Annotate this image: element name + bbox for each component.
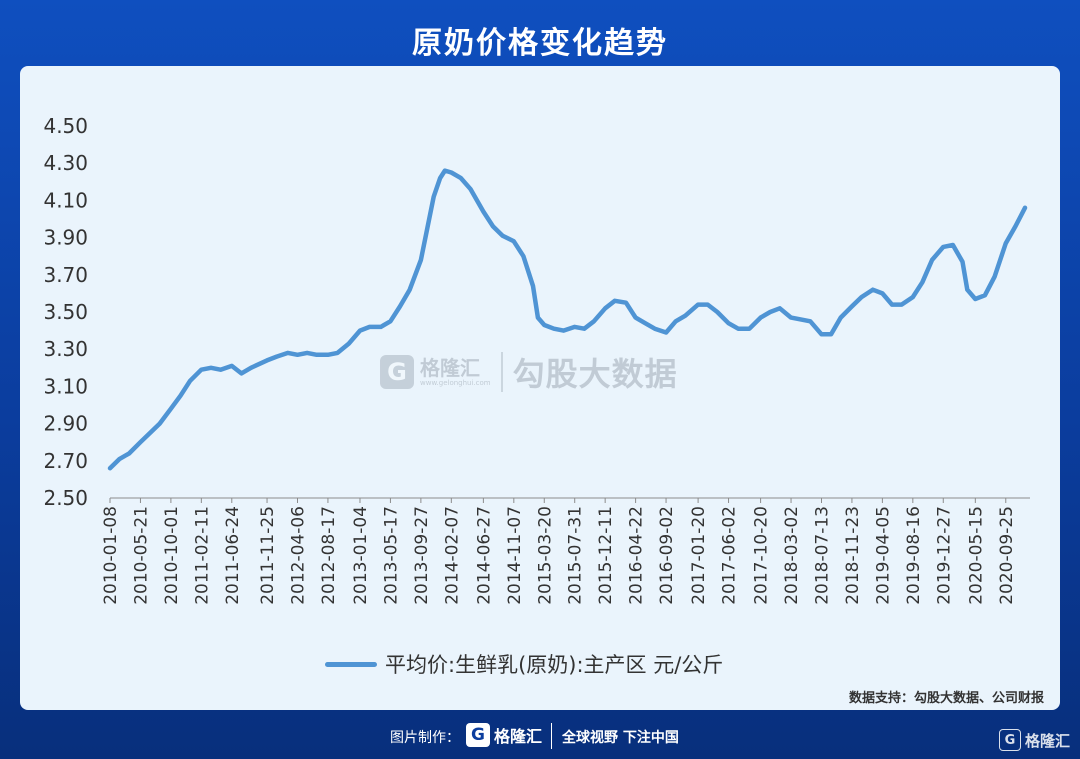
x-tick-label: 2012-08-17 xyxy=(319,506,339,605)
x-tick-label: 2018-07-13 xyxy=(812,506,832,605)
watermark-brand-name: 格隆汇 xyxy=(420,355,480,380)
y-tick-label: 2.50 xyxy=(43,486,88,510)
watermark-logo-icon: G xyxy=(380,355,414,389)
watermark-brand-url: www.gelonghui.com xyxy=(420,378,491,387)
y-tick-label: 3.30 xyxy=(43,337,88,361)
x-tick-label: 2014-11-07 xyxy=(505,506,525,605)
legend-label: 平均价:生鲜乳(原奶):主产区 元/公斤 xyxy=(385,653,724,677)
y-tick-label: 4.50 xyxy=(43,114,88,138)
x-tick-label: 2016-04-22 xyxy=(627,506,647,605)
y-tick-label: 3.90 xyxy=(43,226,88,250)
x-tick-label: 2012-04-06 xyxy=(288,506,308,605)
x-tick-label: 2010-10-01 xyxy=(162,506,182,605)
x-tick-label: 2010-05-21 xyxy=(131,506,151,605)
x-tick-label: 2014-06-27 xyxy=(474,506,494,605)
y-tick-label: 3.70 xyxy=(43,263,88,287)
x-tick-label: 2011-02-11 xyxy=(192,506,212,605)
x-tick-label: 2018-03-02 xyxy=(782,506,802,605)
x-tick-label: 2015-12-11 xyxy=(596,506,616,605)
x-tick-label: 2019-12-27 xyxy=(934,506,954,605)
y-tick-label: 4.30 xyxy=(43,151,88,175)
y-tick-label: 2.90 xyxy=(43,412,88,436)
y-tick-label: 3.50 xyxy=(43,300,88,324)
x-tick-label: 2017-01-20 xyxy=(689,506,709,605)
x-tick-label: 2017-10-20 xyxy=(752,506,772,605)
x-tick-label: 2011-11-25 xyxy=(258,506,278,605)
corner-logo-icon: G xyxy=(998,729,1021,751)
footer-slogan: 全球视野 下注中国 xyxy=(562,730,679,746)
x-tick-label: 2013-05-17 xyxy=(381,506,401,605)
legend-swatch xyxy=(325,661,377,667)
x-tick-label: 2019-08-16 xyxy=(904,506,924,605)
y-tick-label: 4.10 xyxy=(43,188,88,212)
y-tick-label: 3.10 xyxy=(43,374,88,398)
line-chart: 2.50 2.70 2.90 3.10 3.30 3.50 3.70 3.90 4.10 4.30… xyxy=(43,114,1030,605)
y-tick-label: 2.70 xyxy=(43,449,88,473)
footer-divider xyxy=(551,723,552,749)
x-tick-label: 2018-11-23 xyxy=(843,506,863,605)
y-axis: 2.50 2.70 2.90 3.10 3.30 3.50 3.70 3.90 4.10 4.30… xyxy=(43,114,88,510)
footer-logo: G 格隆汇 xyxy=(466,723,542,747)
x-tick-label: 2015-07-31 xyxy=(566,506,586,605)
series-layer xyxy=(107,168,1028,471)
x-tick-label: 2020-05-15 xyxy=(966,506,986,605)
legend: 平均价:生鲜乳(原奶):主产区 元/公斤 xyxy=(325,649,723,679)
footer-brand: 格隆汇 xyxy=(494,727,543,746)
x-tick-label: 2013-01-04 xyxy=(351,506,371,605)
x-tick-label: 2015-03-20 xyxy=(535,506,555,605)
footer-credit: 图片制作： xyxy=(390,730,460,746)
x-tick-label: 2010-01-08 xyxy=(101,506,121,605)
x-tick-label: 2014-02-07 xyxy=(442,506,462,605)
x-tick-label: 2020-09-25 xyxy=(997,506,1017,605)
watermark: G 格隆汇 www.gelonghui.com 勾股大数据 xyxy=(380,348,740,396)
footer-logo-icon: G xyxy=(466,723,490,747)
x-tick-label: 2019-04-05 xyxy=(873,506,893,605)
x-tick-label: 2016-09-02 xyxy=(657,506,677,605)
page-title: 原奶价格变化趋势 xyxy=(412,26,668,61)
x-axis: 2010-01-08 2010-05-21 2010-10-01 2011-02-11… xyxy=(101,497,1030,605)
watermark-brand: 格隆汇 www.gelonghui.com xyxy=(420,357,491,388)
chart-panel: 2.50 2.70 2.90 3.10 3.30 3.50 3.70 3.90 4.10 4.30… xyxy=(20,66,1060,710)
corner-logo: G 格隆汇 xyxy=(998,729,1070,751)
watermark-text: 勾股大数据 xyxy=(512,355,678,393)
x-tick-label: 2017-06-02 xyxy=(720,506,740,605)
footer: 图片制作： G 格隆汇 全球视野 下注中国 G 格隆汇 xyxy=(0,719,1080,755)
corner-brand: 格隆汇 xyxy=(1024,731,1070,750)
x-tick-label: 2013-09-27 xyxy=(412,506,432,605)
series-line xyxy=(107,168,1028,471)
x-tick-label: 2011-06-24 xyxy=(223,506,243,605)
source-note: 数据支持：勾股大数据、公司财报 xyxy=(848,691,1044,706)
watermark-divider xyxy=(500,352,503,392)
